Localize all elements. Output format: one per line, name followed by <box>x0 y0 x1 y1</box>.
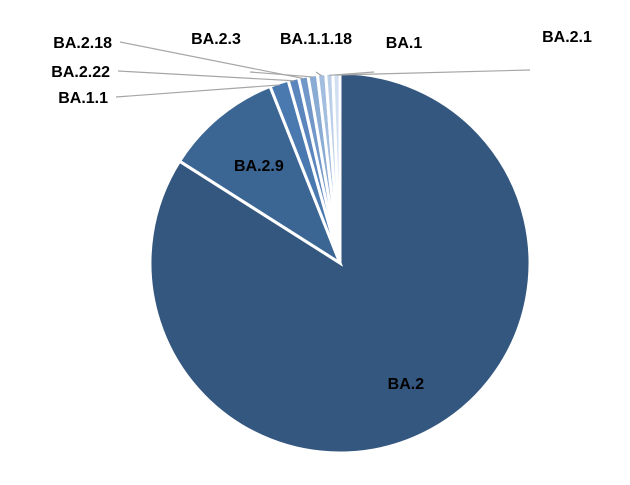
slice-label-ba-1-1: BA.1.1 <box>58 90 108 107</box>
pie-slice-ba-2-9 <box>177 84 344 267</box>
slice-label-ba-2-1: BA.2.1 <box>542 29 592 46</box>
slices-layer <box>148 71 532 455</box>
slice-label-ba-1-1-18: BA.1.1.18 <box>280 31 352 48</box>
pie-slice-ba-2-1 <box>331 71 342 264</box>
slice-label-ba-2-22: BA.2.22 <box>51 64 110 81</box>
leader-line-ba-1-1 <box>115 84 280 98</box>
leader-line-ba-2-3 <box>249 71 313 78</box>
labels-layer: BA.2 BA.2.9 BA.1.1 BA.2.22 BA.2.18 BA.2.3 BA.1… <box>51 29 592 393</box>
slice-label-ba-2-18: BA.2.18 <box>53 35 112 52</box>
leader-lines-layer <box>115 41 531 98</box>
slice-label-ba-1: BA.1 <box>386 35 423 52</box>
leader-line-ba-2-22 <box>117 70 294 82</box>
leader-line-ba-1-1-18 <box>315 71 323 77</box>
slice-label-ba-2-9: BA.2.9 <box>234 158 284 175</box>
leader-line-ba-2-1 <box>336 69 531 76</box>
slice-label-ba-2-3: BA.2.3 <box>191 31 241 48</box>
leader-line-ba-2-18 <box>119 41 304 80</box>
slice-label-ba-2: BA.2 <box>388 376 425 393</box>
